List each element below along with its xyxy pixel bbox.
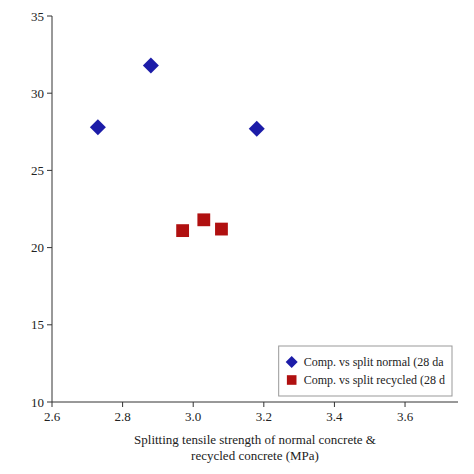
x-tick-label: 2.8 (114, 409, 130, 424)
point (197, 213, 210, 226)
y-tick-label: 35 (31, 9, 44, 24)
x-tick (193, 402, 194, 407)
x-tick (122, 402, 123, 407)
x-tick (334, 402, 335, 407)
x-axis-line (52, 402, 458, 403)
legend-frame (279, 346, 452, 396)
chart: 2.6 2.8 3.0 3.2 3.4 3.6 10 15 20 25 30 35 Splitting … (0, 0, 474, 474)
x-tick (405, 402, 406, 407)
y-tick (47, 170, 52, 171)
y-tick (47, 402, 52, 403)
x-tick (52, 402, 53, 407)
y-tick-label: 15 (31, 317, 44, 332)
legend-label: Comp. vs split normal (28 da (304, 355, 445, 369)
legend: Comp. vs split normal (28 da Comp. vs spl… (279, 346, 452, 396)
x-tick-label: 3.0 (185, 409, 201, 424)
legend-marker (286, 356, 298, 368)
legend-marker (287, 375, 297, 385)
point (249, 121, 265, 137)
y-axis-line (52, 16, 53, 402)
y-tick-label: 30 (31, 86, 44, 101)
x-tick-label: 3.2 (256, 409, 272, 424)
point (215, 223, 228, 236)
x-tick (263, 402, 264, 407)
y-tick-label: 25 (31, 163, 44, 178)
x-tick-label: 2.6 (44, 409, 61, 424)
point (90, 119, 106, 135)
y-tick-label: 10 (31, 395, 44, 410)
y-tick (47, 324, 52, 325)
series (176, 213, 228, 237)
axes: 2.6 2.8 3.0 3.2 3.4 3.6 10 15 20 25 30 35 (31, 9, 458, 425)
x-tick-label: 3.4 (326, 409, 343, 424)
marks (90, 57, 265, 237)
point (143, 57, 159, 73)
y-tick-label: 20 (31, 240, 44, 255)
point (176, 224, 189, 237)
series (90, 57, 265, 136)
legend-label: Comp. vs split recycled (28 d (304, 373, 445, 387)
y-tick (47, 16, 52, 17)
x-tick-label: 3.6 (397, 409, 414, 424)
x-axis-label: Splitting tensile strength of normal con… (134, 432, 376, 463)
y-tick (47, 93, 52, 94)
y-tick (47, 247, 52, 248)
